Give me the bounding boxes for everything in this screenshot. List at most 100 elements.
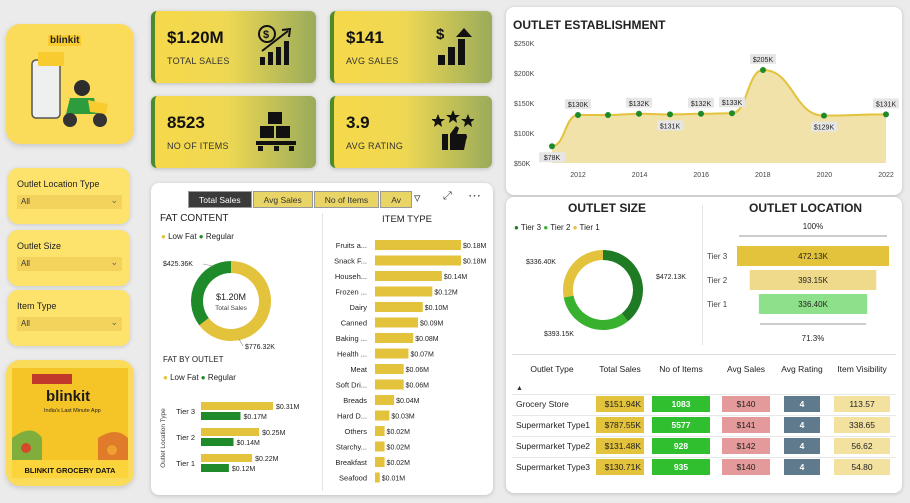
tab-no-of-items[interactable]: No of Items (313, 191, 380, 208)
table-row[interactable] (512, 436, 896, 457)
kpi-avg-rating: 3.9 AVG RATING (330, 96, 492, 168)
leader-line (202, 263, 214, 267)
table-row[interactable] (512, 415, 896, 436)
data-point (883, 111, 889, 118)
y-tick-label: $200K (514, 71, 535, 78)
table-row[interactable] (512, 394, 896, 415)
data-point (698, 110, 704, 117)
dollar-growth-icon: $ (258, 25, 292, 65)
outlet-establishment-title: OUTLET ESTABLISHMENT (513, 18, 666, 32)
tab-avg-sales[interactable]: Avg Sales (252, 191, 313, 208)
item-bar (375, 441, 385, 452)
filter-icon[interactable]: ▿ (414, 190, 421, 205)
donut-label-regular: $425.36K (163, 261, 193, 268)
column-header[interactable]: Outlet Type (530, 364, 574, 374)
kpi-avg-sales: $141 AVG SALES $ (330, 11, 492, 83)
item-category-label: Dairy (349, 303, 367, 312)
chevron-down-icon: ⌄ (110, 195, 118, 205)
item-bar-value: $0.04M (396, 398, 420, 405)
kpi-no-of-items: 8523 NO OF ITEMS (151, 96, 316, 168)
slicer-outlet-size: Outlet Size All ⌄ (8, 230, 130, 286)
sort-ascending-icon[interactable]: ▲ (516, 385, 523, 392)
data-label-box (539, 152, 565, 163)
item-category-label: Soft Dri... (336, 381, 367, 390)
funnel-bar-value: 336.40K (798, 300, 828, 309)
x-tick-label: 2012 (570, 172, 586, 179)
kpi-value: $141 (346, 28, 384, 47)
fat-content-donut: $1.20M Total Sales $425.36K $776.32K (163, 261, 275, 351)
item-category-label: Frozen ... (335, 288, 367, 297)
svg-text:$: $ (263, 29, 269, 41)
table-cell: Supermarket Type1 (516, 420, 591, 430)
kpi-caption: AVG SALES (346, 56, 399, 66)
bar-regular (201, 464, 229, 472)
item-category-label: Others (344, 427, 367, 436)
column-header[interactable]: Item Visibility (837, 364, 887, 374)
chevron-down-icon: ⌄ (110, 257, 118, 267)
metric-tabs: Total Sales Avg Sales No of Items Av (188, 191, 413, 208)
item-bar-value: $0.02M (387, 460, 411, 467)
kpi-total-sales: $1.20M TOTAL SALES $ (151, 11, 316, 83)
item-bar-value: $0.09M (420, 321, 444, 328)
data-label-box (719, 97, 745, 108)
table-cell: 935 (652, 459, 710, 475)
data-label: $131K (660, 123, 681, 130)
data-label: $131K (876, 101, 897, 108)
item-bar-value: $0.14M (444, 274, 468, 281)
outlet-size-dropdown[interactable]: All ⌄ (17, 257, 122, 271)
item-bar (375, 472, 380, 483)
tab-total-sales[interactable]: Total Sales (188, 191, 252, 208)
bar-value-label: $0.14M (237, 440, 261, 447)
tab-avg-rating[interactable]: Av (380, 191, 412, 208)
column-header[interactable]: Avg Rating (781, 364, 823, 374)
item-category-label: Seafood (339, 474, 367, 483)
slicer-label: Outlet Size (17, 241, 62, 251)
item-bar-value: $0.02M (387, 429, 411, 436)
item-bar (375, 379, 404, 390)
item-bar-value: $0.07M (410, 352, 434, 359)
item-category-label: Health ... (337, 350, 367, 359)
item-category-label: Breakfast (335, 458, 368, 467)
item-bar (375, 410, 390, 421)
table-cell: $130.71K (596, 459, 644, 475)
table-cell: $151.94K (596, 396, 644, 412)
data-label-box (626, 97, 652, 108)
donut-slice-low-fat (199, 261, 271, 341)
outlet-location-dropdown[interactable]: All ⌄ (17, 195, 122, 209)
item-category-label: Baking ... (336, 334, 367, 343)
donut-center-value: $1.20M (216, 292, 246, 302)
item-bar-value: $0.08M (415, 336, 439, 343)
area-fill (552, 70, 886, 163)
donut-label-low-fat: $776.32K (245, 344, 275, 351)
column-header[interactable]: Total Sales (599, 364, 641, 374)
item-type-dropdown[interactable]: All ⌄ (17, 317, 122, 331)
table-cell: $140 (722, 459, 770, 475)
table-cell: $142 (722, 438, 770, 454)
more-options-icon[interactable]: ⋯ (468, 188, 481, 203)
item-bar-value: $0.12M (434, 290, 458, 297)
bar-low-fat (201, 402, 273, 410)
slicer-label: Item Type (17, 301, 57, 311)
dropdown-value: All (21, 319, 30, 328)
data-point (760, 67, 766, 73)
data-label-box (811, 121, 837, 132)
item-bar (375, 457, 385, 467)
x-tick-label: 2020 (817, 172, 833, 179)
data-point (549, 143, 555, 150)
item-category-label: Meat (350, 365, 368, 374)
focus-mode-icon[interactable]: ⤢ (443, 190, 452, 202)
bar-value-label: $0.12M (232, 466, 256, 473)
bar-value-label: $0.25M (262, 430, 286, 437)
item-bar-value: $0.02M (387, 445, 411, 452)
column-header[interactable]: Avg Sales (726, 364, 766, 374)
column-header[interactable]: No of Items (659, 364, 703, 374)
brand-poster-card: blinkit India's Last Minute App BLINKIT … (6, 360, 134, 486)
item-category-label: Househ... (335, 272, 367, 281)
item-category-label: Breads (343, 396, 367, 405)
table-cell: 4 (784, 438, 820, 454)
table-row[interactable] (512, 457, 896, 478)
kpi-value: 8523 (167, 113, 205, 132)
item-category-label: Snack F... (334, 257, 367, 266)
data-point (667, 111, 673, 118)
item-category-label: Hard D... (337, 412, 367, 421)
